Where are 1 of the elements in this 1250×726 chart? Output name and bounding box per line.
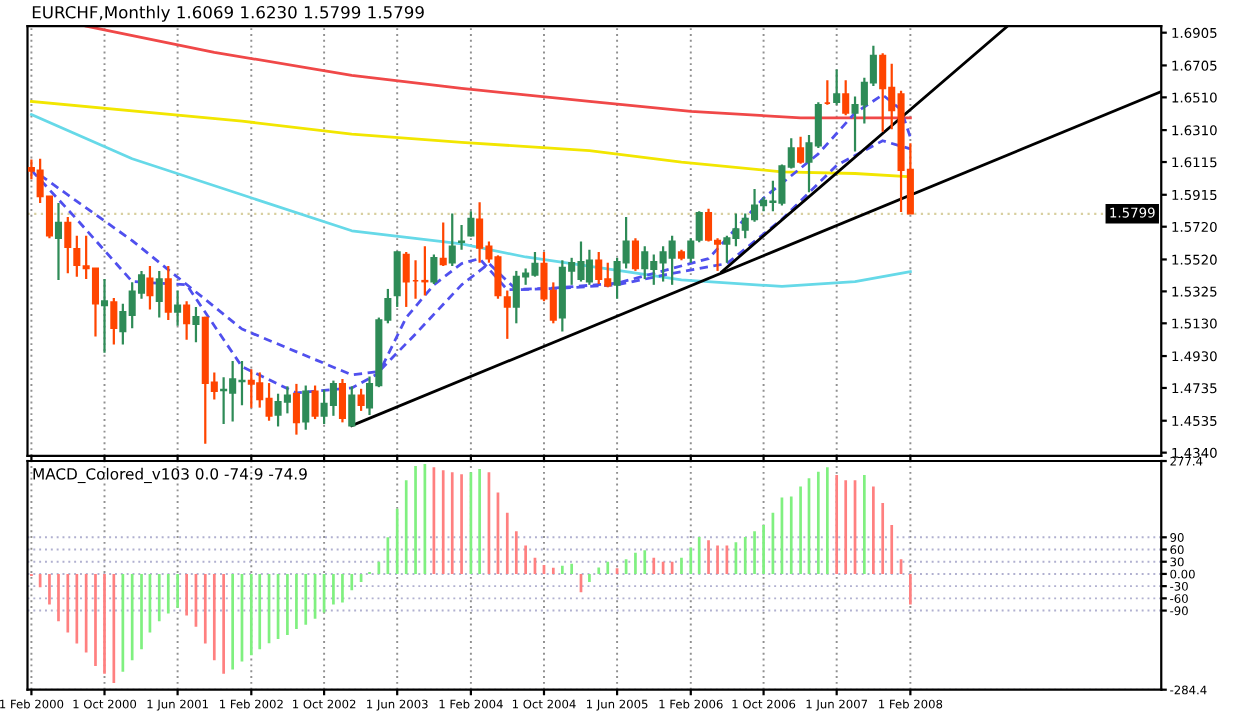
chart-title: EURCHF,Monthly 1.6069 1.6230 1.5799 1.5799 (32, 5, 424, 22)
